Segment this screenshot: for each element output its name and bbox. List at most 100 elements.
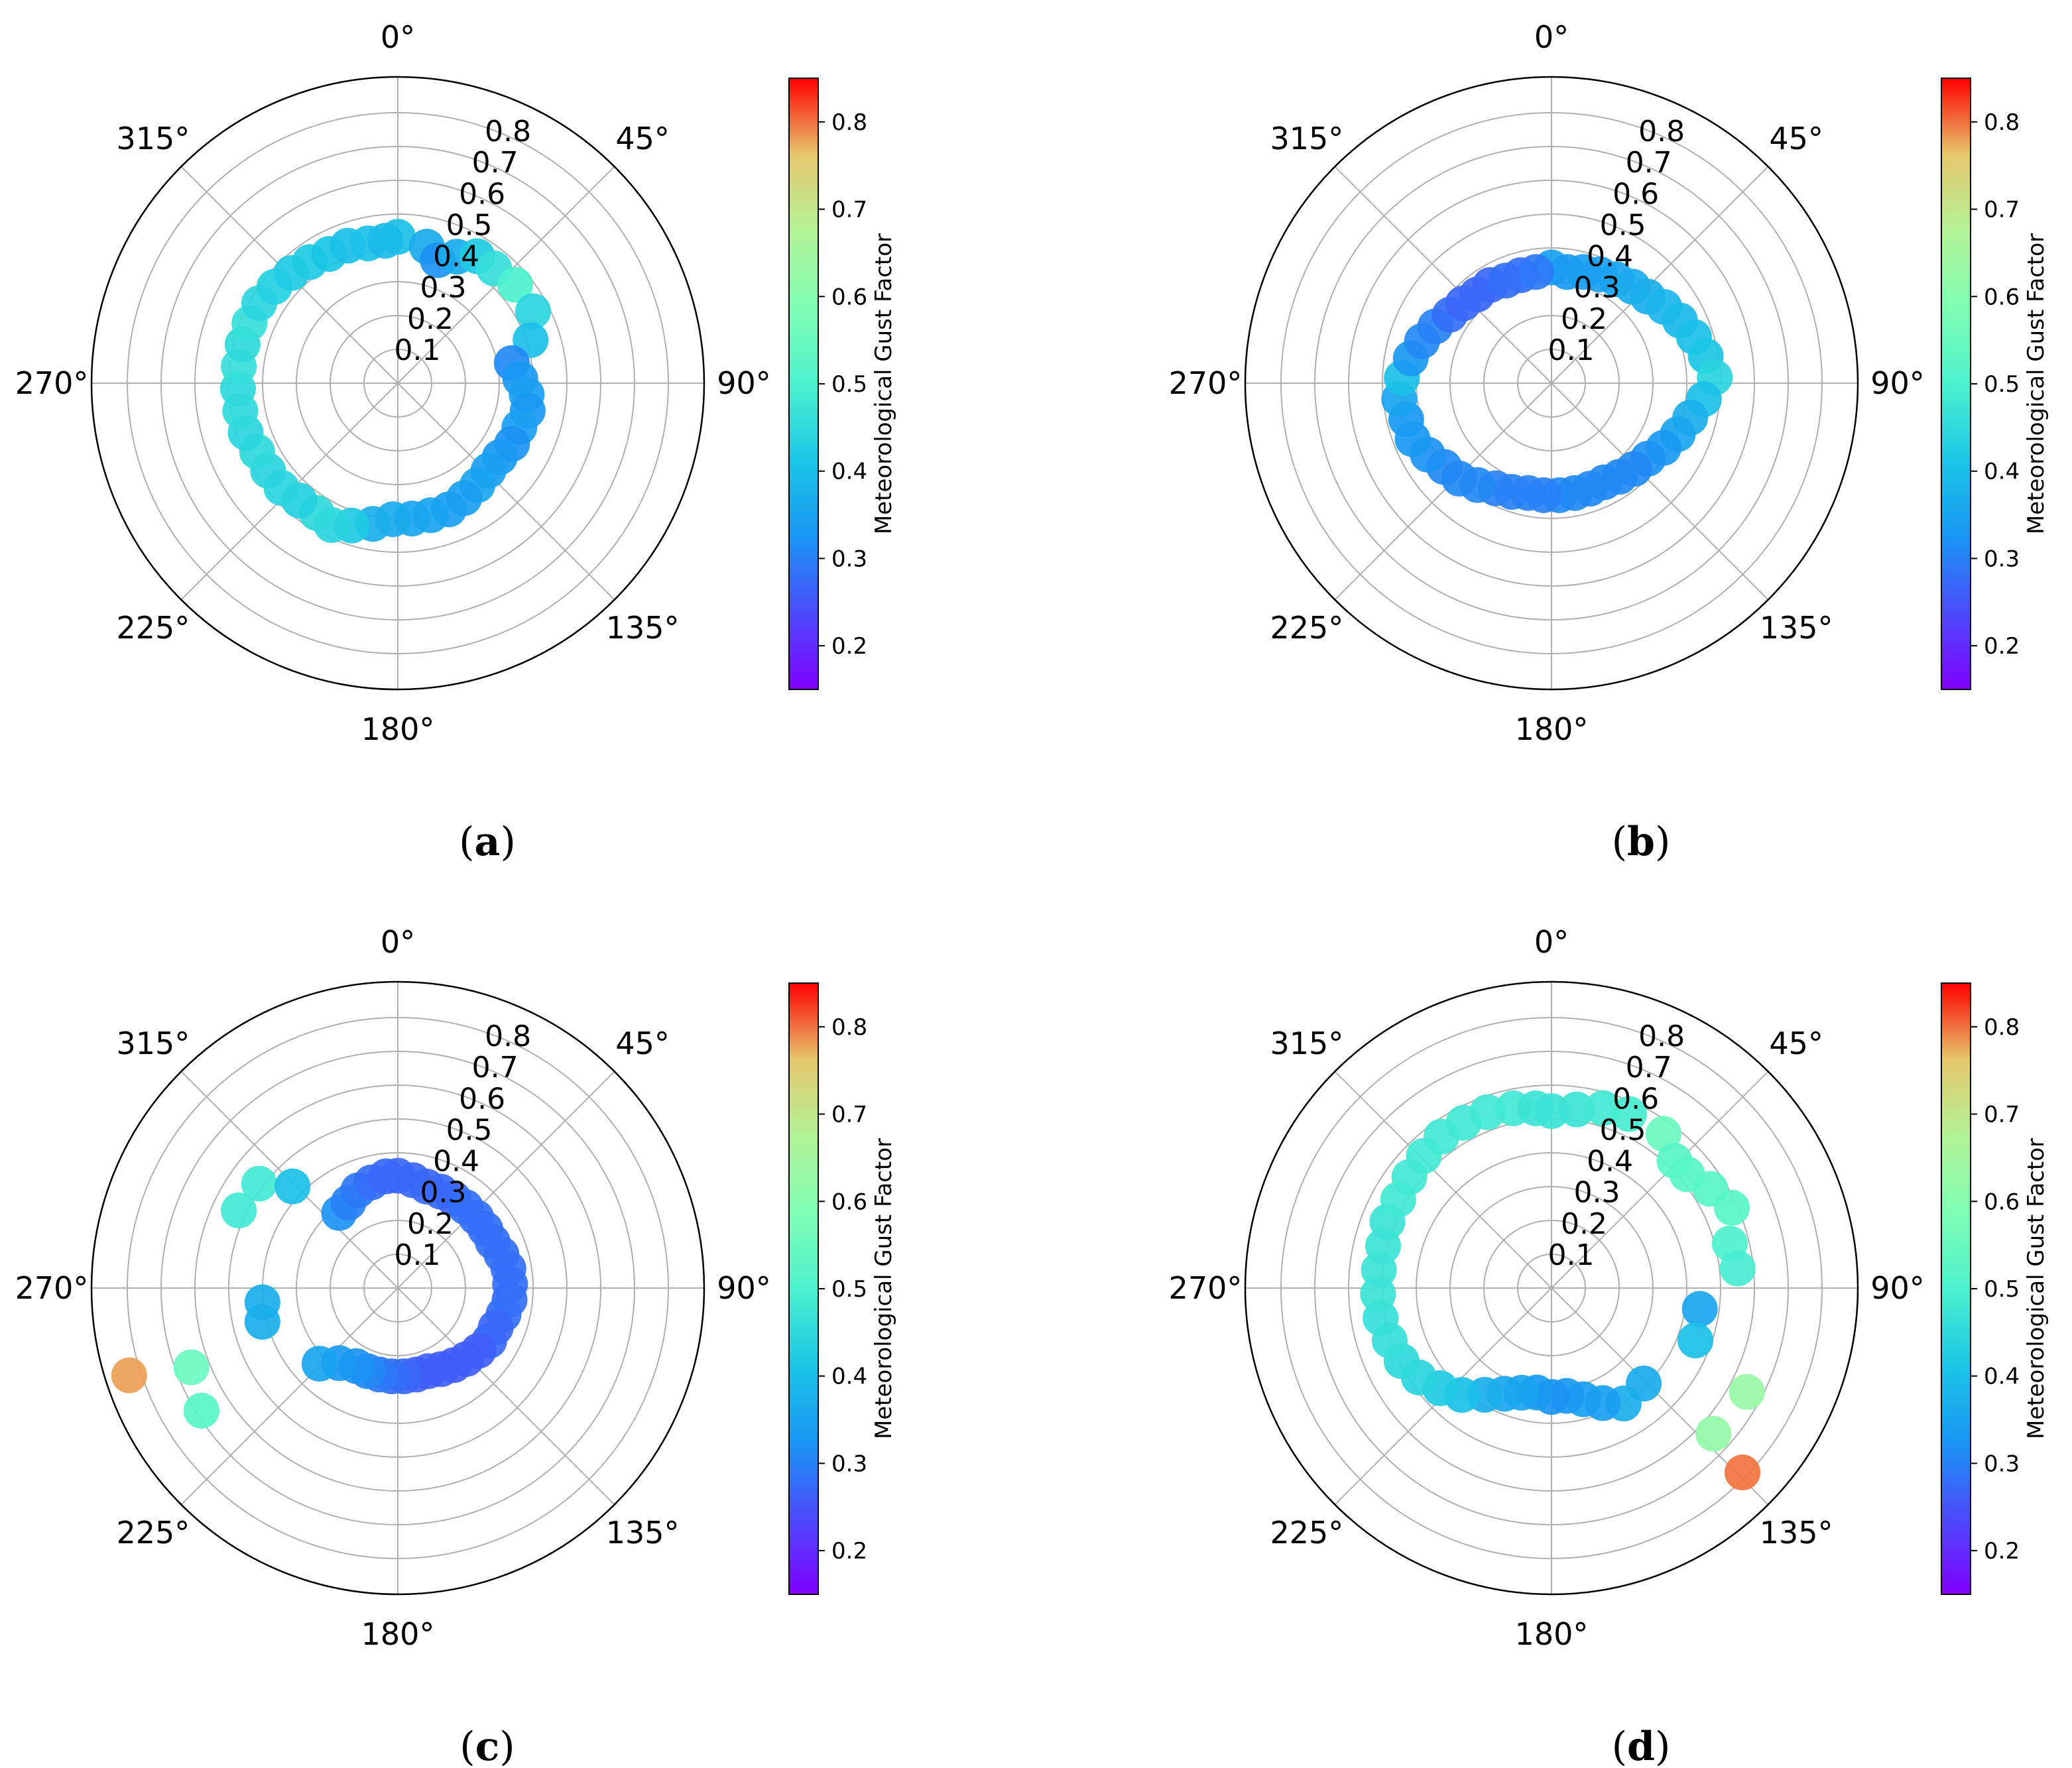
grid-spoke [1334, 383, 1552, 601]
colorbar-tick-label: 0.4 [831, 1364, 867, 1390]
radial-tick-label: 0.6 [1613, 1082, 1659, 1116]
radial-tick-label: 0.8 [1638, 1020, 1685, 1053]
scatter-point [173, 1349, 210, 1385]
colorbar-tick-label: 0.5 [831, 371, 867, 398]
grid-spoke [397, 383, 615, 601]
scatter-point [368, 1158, 404, 1195]
colorbar [788, 982, 819, 1595]
angle-tick-label: 225° [116, 1515, 190, 1551]
polar-panel: 0.10.20.30.40.50.60.70.80°45°90°135°180°… [15, 924, 897, 1768]
angle-tick-label: 270° [15, 1270, 89, 1306]
angle-tick-label: 0° [1534, 19, 1569, 55]
angle-tick-label: 90° [717, 1270, 771, 1306]
angle-tick-label: 45° [1769, 1026, 1823, 1061]
grid-spoke [1334, 166, 1552, 384]
angle-tick-label: 315° [116, 121, 190, 156]
angle-tick-label: 90° [1870, 1270, 1925, 1306]
colorbar-tick-label: 0.3 [1984, 546, 2020, 572]
scatter-point [497, 266, 533, 303]
scatter-point [244, 1284, 280, 1321]
radial-tick-label: 0.7 [472, 146, 518, 180]
angle-tick-label: 180° [361, 711, 435, 747]
colorbar-tick-label: 0.8 [1984, 109, 2020, 136]
colorbar-tick-label: 0.2 [1984, 633, 2020, 660]
angle-tick-label: 90° [1870, 365, 1925, 401]
radial-tick-label: 0.8 [1638, 115, 1685, 148]
radial-tick-label: 0.3 [1574, 271, 1620, 305]
colorbar-tick-label: 0.5 [831, 1276, 867, 1303]
scatter-point [515, 293, 551, 329]
colorbar-tick-label: 0.7 [831, 1102, 867, 1128]
colorbar-tick-label: 0.3 [1984, 1450, 2020, 1477]
scatter-point [1645, 1116, 1681, 1152]
scatter-point [1677, 1323, 1714, 1359]
polar-frame [90, 980, 705, 1596]
colorbar-tick-label: 0.6 [831, 1189, 867, 1215]
grid-spoke [1551, 1071, 1769, 1289]
angle-tick-label: 225° [116, 610, 190, 646]
colorbar [788, 78, 819, 690]
angle-tick-label: 135° [1760, 610, 1833, 646]
panel-label: (c) [459, 1724, 515, 1768]
angle-tick-label: 180° [361, 1616, 435, 1652]
colorbar-tick-label: 0.4 [1984, 459, 2020, 485]
scatter-point [183, 1392, 219, 1429]
radial-tick-label: 0.4 [1587, 1145, 1633, 1179]
radial-tick-label: 0.7 [1626, 1051, 1672, 1085]
radial-tick-label: 0.4 [1587, 240, 1633, 274]
polar-frame [90, 76, 705, 691]
radial-tick-label: 0.1 [395, 333, 441, 367]
colorbar-tick-label: 0.3 [831, 546, 867, 572]
radial-tick-label: 0.2 [1561, 302, 1607, 336]
colorbar-tick-label: 0.6 [1984, 1189, 2020, 1215]
colorbar-tick-label: 0.8 [831, 109, 867, 136]
scatter-point [1518, 254, 1554, 290]
radial-tick-label: 0.2 [407, 302, 454, 336]
polar-panel: 0.10.20.30.40.50.60.70.80°45°90°135°180°… [1169, 19, 2049, 865]
scatter-point [301, 1346, 337, 1382]
scatter-point [241, 1165, 277, 1202]
colorbar-tick-label: 0.5 [1984, 1276, 2020, 1303]
angle-tick-label: 270° [1169, 1270, 1243, 1306]
angle-tick-label: 135° [606, 610, 680, 646]
angle-tick-label: 90° [717, 365, 771, 401]
scatter-point [1725, 1454, 1761, 1491]
grid-spoke [180, 1287, 398, 1505]
angle-tick-label: 0° [1534, 924, 1569, 960]
radial-tick-label: 0.3 [420, 1176, 467, 1210]
radial-tick-label: 0.5 [1600, 1113, 1646, 1147]
angle-tick-label: 270° [1169, 365, 1243, 401]
colorbar-label: Meteorological Gust Factor [2023, 1138, 2049, 1439]
colorbar-tick-label: 0.3 [831, 1450, 867, 1477]
scatter-point [1558, 1091, 1595, 1128]
radial-tick-label: 0.5 [446, 1113, 493, 1147]
angle-tick-label: 315° [116, 1026, 190, 1061]
grid-spoke [397, 1287, 615, 1505]
radial-tick-label: 0.4 [433, 1145, 479, 1179]
angle-tick-label: 270° [15, 365, 89, 401]
radial-tick-label: 0.8 [485, 115, 531, 148]
colorbar-tick-label: 0.7 [831, 197, 867, 223]
angle-tick-label: 180° [1515, 1616, 1589, 1652]
panels: 0.10.20.30.40.50.60.70.80°45°90°135°180°… [15, 19, 2049, 1768]
polar-panel: 0.10.20.30.40.50.60.70.80°45°90°135°180°… [15, 19, 897, 865]
scatter-point [1719, 1250, 1756, 1287]
colorbar-tick-label: 0.7 [1984, 1102, 2020, 1128]
radial-tick-label: 0.6 [1613, 177, 1659, 211]
radial-tick-label: 0.1 [395, 1238, 441, 1272]
colorbar-tick-label: 0.4 [1984, 1364, 2020, 1390]
angle-tick-label: 0° [381, 19, 415, 55]
angle-tick-label: 315° [1270, 121, 1343, 156]
scatter-point [1729, 1374, 1765, 1410]
colorbar-tick-label: 0.2 [831, 633, 867, 660]
colorbar [1941, 982, 1971, 1595]
scatter-point [1695, 1415, 1732, 1452]
radial-tick-label: 0.7 [472, 1051, 518, 1085]
scatter-point [367, 223, 404, 259]
scatter-point [1611, 1096, 1647, 1132]
angle-tick-label: 135° [606, 1515, 680, 1551]
radial-tick-label: 0.1 [1548, 1238, 1595, 1272]
angle-tick-label: 45° [615, 1026, 670, 1061]
radial-tick-label: 0.6 [459, 177, 505, 211]
angle-tick-label: 0° [381, 924, 415, 960]
